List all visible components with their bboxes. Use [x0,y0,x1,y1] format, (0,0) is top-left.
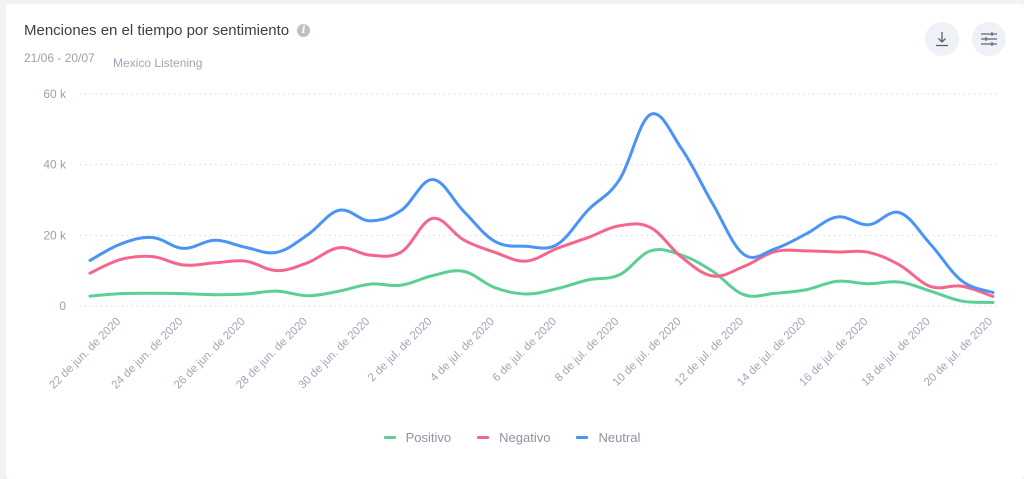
x-tick-label: 2 de jul. de 2020 [366,316,435,385]
legend-item-neutral[interactable]: Neutral [576,430,640,445]
x-tick-label: 16 de jul. de 2020 [797,316,870,389]
x-tick-label: 12 de jul. de 2020 [673,316,746,389]
info-icon[interactable]: i [297,24,311,37]
legend-label-neutral: Neutral [598,430,641,445]
legend-swatch-negativo [477,436,490,439]
x-tick-label: 14 de jul. de 2020 [735,316,808,389]
legend-label-positivo: Positivo [405,430,452,445]
download-button[interactable] [925,22,959,56]
legend-swatch-positivo [383,436,396,439]
source-label: Mexico Listening [113,56,203,70]
x-tick-label: 30 de jun. de 2020 [297,316,373,392]
x-tick-label: 20 de jul. de 2020 [922,316,995,389]
grid-lines [80,93,1000,307]
y-tick-label: 0 [59,299,66,313]
y-tick-label: 60 k [43,87,67,101]
y-tick-label: 20 k [43,228,67,242]
download-icon [936,32,948,47]
chart-title: Menciones en el tiempo por sentimiento i [24,22,311,39]
legend-label-negativo: Negativo [499,430,551,445]
x-tick-label: 18 de jul. de 2020 [860,316,933,389]
date-range: 21/06 - 20/07 [24,51,95,65]
chart-title-text: Menciones en el tiempo por sentimiento [24,22,290,39]
series-line-negativo [88,216,995,298]
series-line-neutral [88,112,995,295]
x-tick-label: 8 de jul. de 2020 [553,316,622,385]
legend-swatch-neutral [576,436,589,439]
chart-settings-button[interactable] [972,22,1006,56]
series-line-positivo [88,248,995,304]
legend: Positivo Negativo Neutral [0,430,1024,445]
x-tick-label: 6 de jul. de 2020 [491,316,560,385]
series-lines [88,112,995,304]
legend-item-positivo[interactable]: Positivo [383,430,452,445]
sliders-icon [981,32,997,46]
x-tick-label: 4 de jul. de 2020 [428,316,497,385]
legend-item-negativo[interactable]: Negativo [477,430,550,445]
y-tick-label: 40 k [43,158,67,172]
y-axis: 0 20 k 40 k 60 k [43,87,67,313]
x-tick-label: 10 de jul. de 2020 [611,316,684,389]
chart-card [6,4,1024,479]
